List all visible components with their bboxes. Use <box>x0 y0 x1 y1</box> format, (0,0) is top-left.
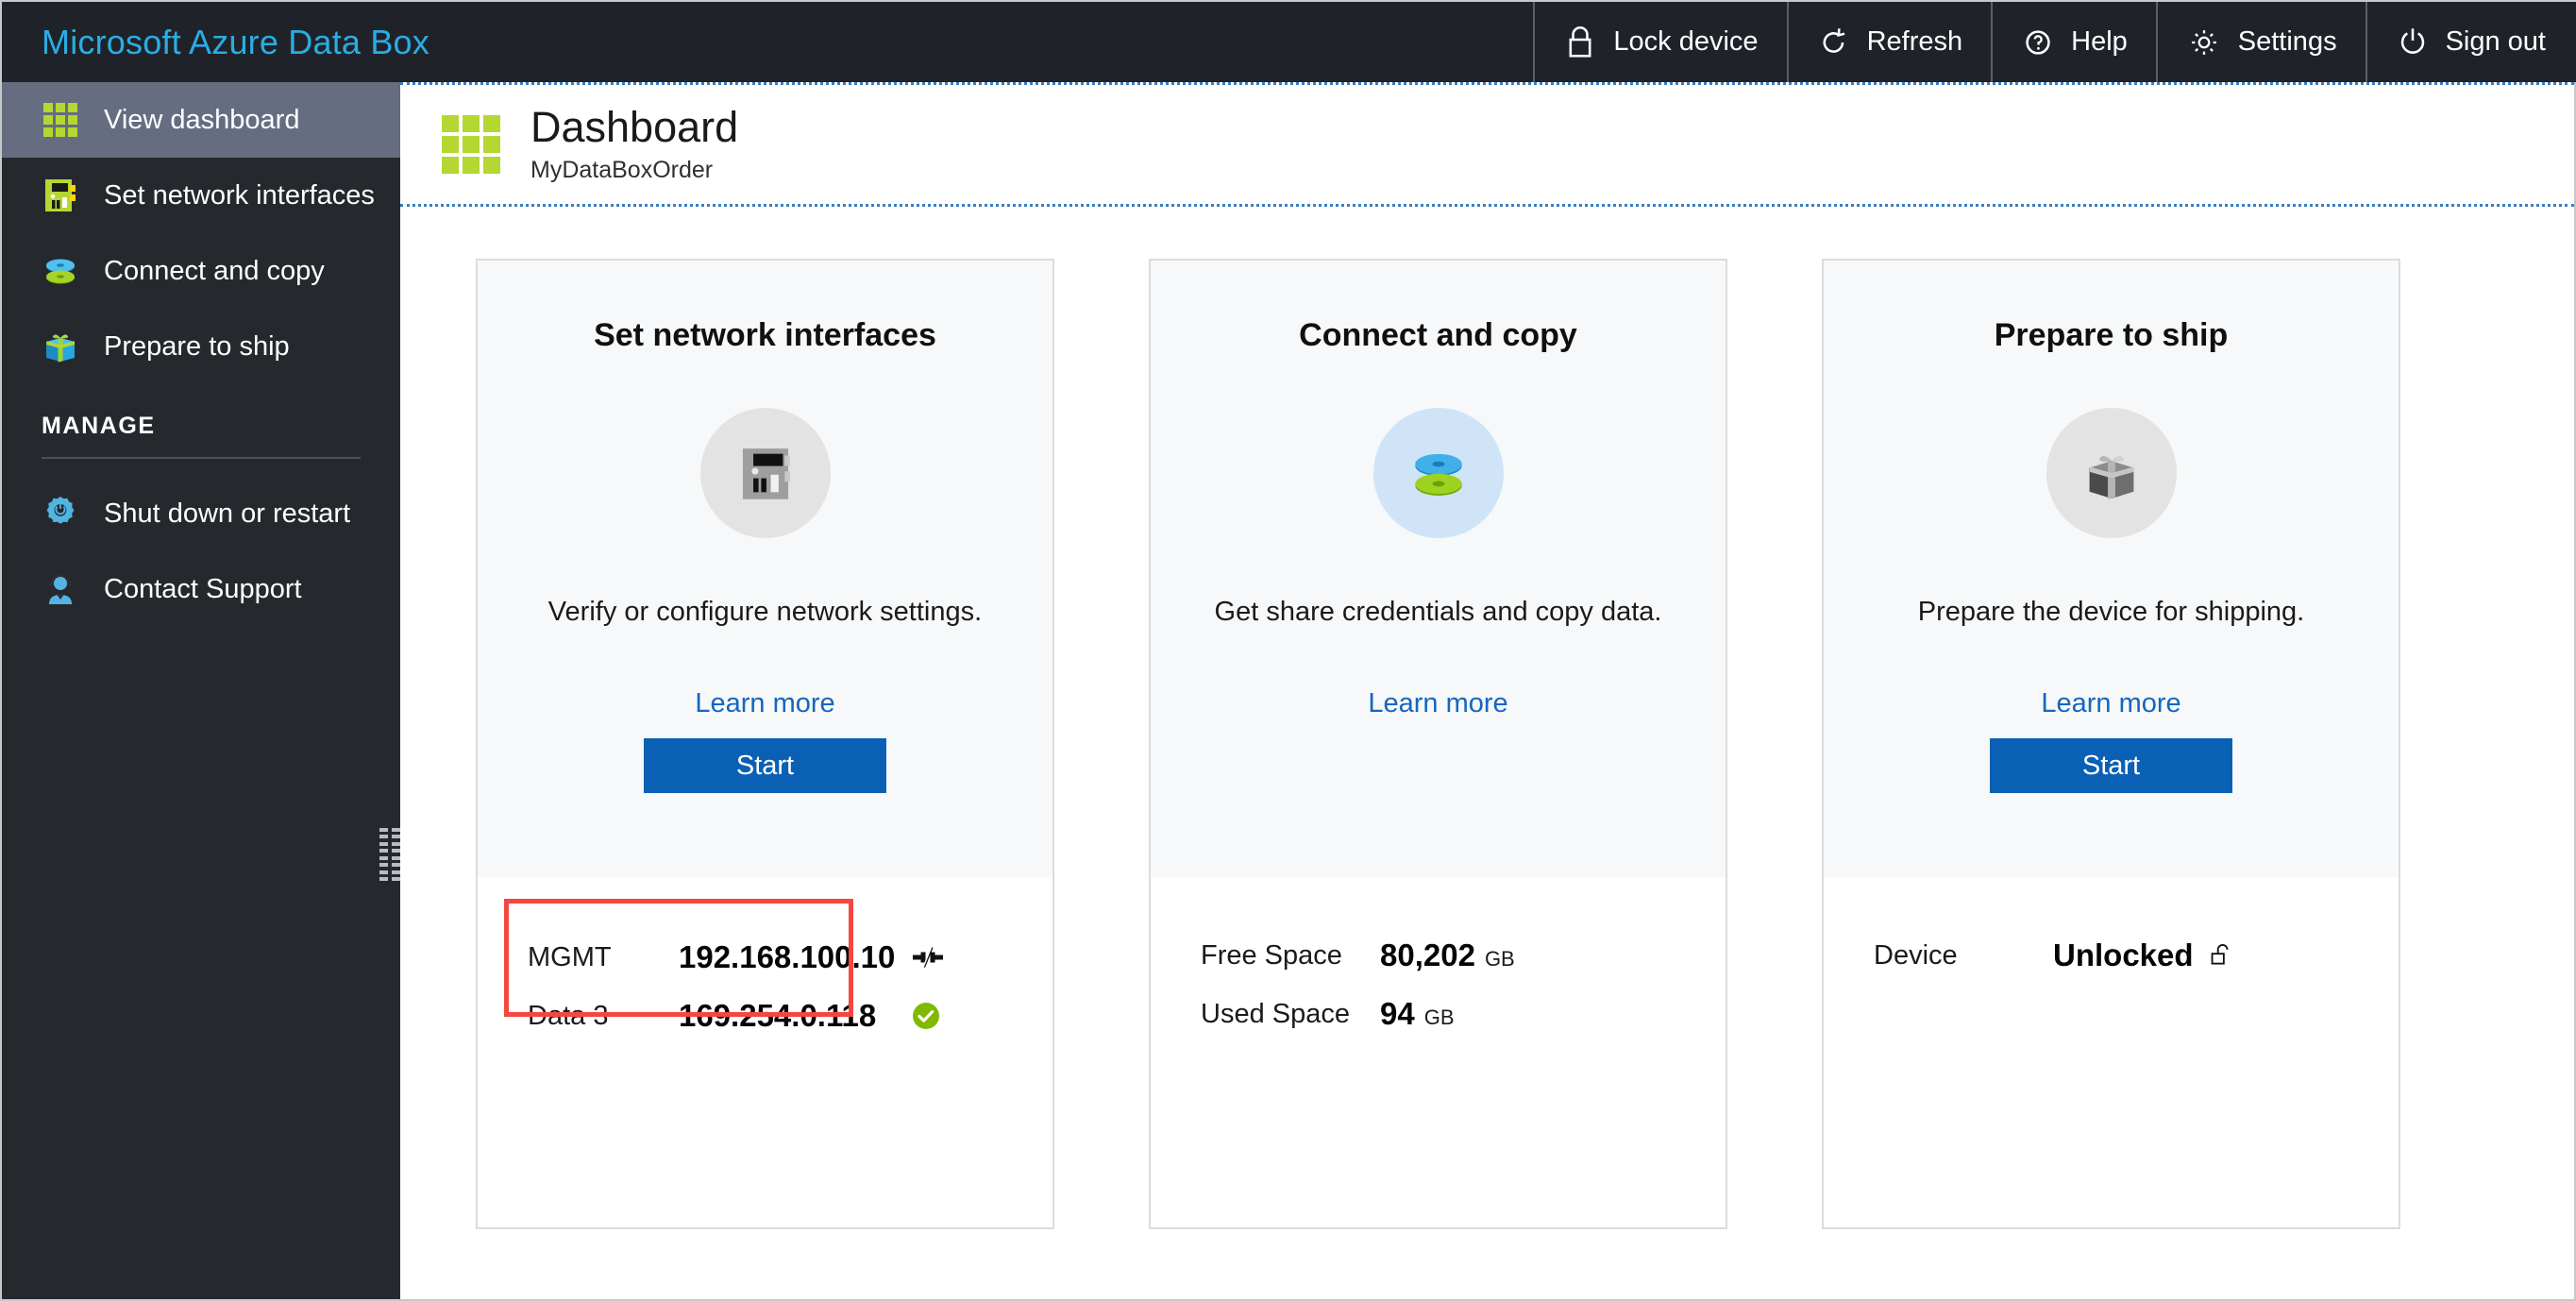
refresh-button[interactable]: Refresh <box>1786 2 1992 82</box>
gear-icon <box>2186 24 2222 61</box>
help-icon <box>2021 24 2055 61</box>
sidebar-item-label: Connect and copy <box>104 255 325 286</box>
start-button[interactable]: Start <box>1990 738 2232 793</box>
settings-button[interactable]: Settings <box>2155 2 2366 82</box>
stat-row-used-space: Used Space 94 GB <box>1201 985 1726 1043</box>
sidebar: View dashboard Set network interfaces <box>2 82 400 1299</box>
sidebar-item-label: Contact Support <box>104 573 302 604</box>
stat-label: Data 3 <box>528 1000 609 1031</box>
card-description: Verify or configure network settings. <box>547 597 983 627</box>
card-top: Connect and copy Get share credentials a… <box>1151 261 1726 877</box>
card-prepare-to-ship: Prepare to ship Prepare the device fo <box>1822 259 2400 1229</box>
card-title: Prepare to ship <box>1994 317 2229 353</box>
page-header: Dashboard MyDataBoxOrder <box>400 82 2574 207</box>
support-agent-icon <box>42 570 79 608</box>
stat-label: Device <box>1874 939 1958 971</box>
stat-unit: GB <box>1423 1005 1455 1029</box>
stat-label: Free Space <box>1201 939 1342 971</box>
grid-icon <box>442 115 500 174</box>
unlock-icon <box>2207 940 2237 971</box>
sidebar-item-label: View dashboard <box>104 104 300 135</box>
stat-value: 94 GB <box>1380 996 1455 1032</box>
refresh-label: Refresh <box>1866 26 1963 57</box>
stat-value: Unlocked <box>2053 938 2194 972</box>
device-stats: Device Unlocked <box>1824 926 2399 985</box>
stat-number: 80,202 <box>1380 938 1475 972</box>
top-bar: Microsoft Azure Data Box Lock device Ref… <box>2 2 2576 82</box>
card-body: Device Unlocked <box>1824 877 2399 1227</box>
card-body: MGMT 192.168.100.10 <box>478 877 1052 1227</box>
start-button[interactable]: Start <box>644 738 886 793</box>
card-title: Connect and copy <box>1299 317 1577 353</box>
stat-label: Used Space <box>1201 998 1350 1029</box>
dashboard-cards: Set network interfaces <box>400 207 2574 1229</box>
main-content: Dashboard MyDataBoxOrder Set network int… <box>400 82 2574 1299</box>
app-title: Microsoft Azure Data Box <box>42 22 429 61</box>
card-top: Set network interfaces <box>478 261 1052 877</box>
sidebar-item-view-dashboard[interactable]: View dashboard <box>2 82 400 158</box>
disks-icon <box>42 252 79 290</box>
learn-more-link[interactable]: Learn more <box>1368 688 1508 718</box>
sign-out-label: Sign out <box>2445 26 2546 57</box>
page-title: Dashboard <box>530 103 739 152</box>
sidebar-item-set-network-interfaces[interactable]: Set network interfaces <box>2 158 400 233</box>
check-circle-icon <box>912 1002 940 1030</box>
stat-unit: GB <box>1484 947 1515 971</box>
network-stats: MGMT 192.168.100.10 <box>478 926 1052 1045</box>
disconnected-icon <box>912 946 944 969</box>
gift-box-icon <box>2046 408 2177 538</box>
learn-more-link[interactable]: Learn more <box>2041 688 2181 718</box>
top-bar-actions: Lock device Refresh Help <box>1533 2 2576 82</box>
sidebar-item-label: Shut down or restart <box>104 498 351 529</box>
sidebar-item-connect-and-copy[interactable]: Connect and copy <box>2 233 400 309</box>
stat-label: MGMT <box>528 941 612 972</box>
network-card-icon <box>42 177 79 214</box>
stat-row-mgmt: MGMT 192.168.100.10 <box>528 928 1052 987</box>
page-subtitle: MyDataBoxOrder <box>530 156 714 183</box>
help-label: Help <box>2071 26 2128 57</box>
disks-icon <box>1372 408 1504 538</box>
gear-power-icon <box>42 495 79 532</box>
card-description: Get share credentials and copy data. <box>1214 597 1662 627</box>
sidebar-group-manage: MANAGE <box>42 413 156 439</box>
learn-more-link[interactable]: Learn more <box>695 688 835 718</box>
card-top: Prepare to ship Prepare the device fo <box>1824 261 2399 877</box>
stat-row-device: Device Unlocked <box>1874 926 2399 985</box>
stat-row-data3: Data 3 169.254.0.118 <box>528 987 1052 1045</box>
stat-value: 192.168.100.10 <box>679 939 896 974</box>
network-card-icon <box>699 408 831 538</box>
sidebar-divider <box>42 457 361 459</box>
stat-row-free-space: Free Space 80,202 GB <box>1201 926 1726 985</box>
lock-device-label: Lock device <box>1613 26 1759 57</box>
sign-out-button[interactable]: Sign out <box>2365 2 2576 82</box>
stat-number: 94 <box>1380 996 1415 1031</box>
power-icon <box>2396 24 2430 61</box>
sidebar-item-contact-support[interactable]: Contact Support <box>2 551 400 627</box>
card-set-network-interfaces: Set network interfaces <box>476 259 1054 1229</box>
sidebar-item-label: Prepare to ship <box>104 330 290 362</box>
stat-value: 80,202 GB <box>1380 938 1515 973</box>
card-description: Prepare the device for shipping. <box>1917 597 2305 627</box>
lock-icon <box>1563 24 1597 61</box>
sidebar-item-prepare-to-ship[interactable]: Prepare to ship <box>2 309 400 384</box>
card-title: Set network interfaces <box>594 317 936 353</box>
sidebar-resize-handle[interactable] <box>379 828 400 881</box>
card-body: Free Space 80,202 GB Used Space 94 GB <box>1151 877 1726 1227</box>
card-connect-and-copy: Connect and copy Get share credentials a… <box>1149 259 1727 1229</box>
space-stats: Free Space 80,202 GB Used Space 94 GB <box>1151 926 1726 1043</box>
grid-icon <box>42 101 79 139</box>
stat-value: 169.254.0.118 <box>679 998 877 1033</box>
lock-device-button[interactable]: Lock device <box>1533 2 1786 82</box>
help-button[interactable]: Help <box>1991 2 2156 82</box>
gift-box-icon <box>42 328 79 365</box>
refresh-icon <box>1817 24 1851 61</box>
sidebar-item-label: Set network interfaces <box>104 179 375 211</box>
sidebar-item-shut-down-or-restart[interactable]: Shut down or restart <box>2 476 400 551</box>
settings-label: Settings <box>2237 26 2337 57</box>
